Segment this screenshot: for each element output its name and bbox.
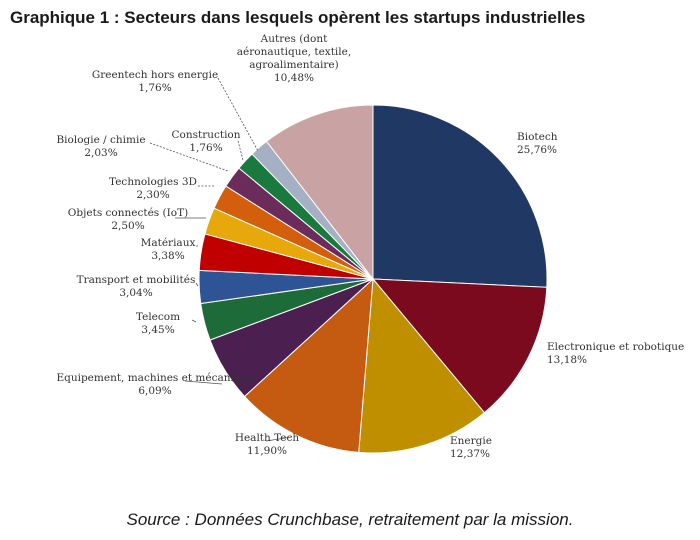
slice-name-label: Biotech (517, 131, 558, 143)
slice-label-10: Technologies 3D 2,30% (109, 176, 197, 201)
leader-line-7 (195, 282, 199, 287)
slice-name-label: Objets connectés (IoT) (68, 207, 188, 219)
pie-slice-4 (243, 277, 374, 453)
slice-name-label: Technologies 3D (109, 176, 197, 188)
slice-label-12: Construction 1,76% (171, 129, 240, 154)
slice-name-label: Biologie / chimie (56, 134, 145, 146)
slice-label-5: Equipement, machines et mécanique 6,09% (56, 372, 253, 397)
slice-value-label: 12,37% (450, 448, 490, 460)
slice-label-14: Autres (dont aéronautique, textile, agroal… (237, 33, 351, 84)
leader-lines (149, 77, 293, 442)
slice-name-label: Autres (dont (260, 33, 328, 45)
slice-name-label: Equipement, machines et mécanique (56, 372, 253, 384)
slice-name-label: Construction (171, 129, 240, 141)
pie-slice-3 (358, 277, 486, 454)
slice-value-label: 3,38% (151, 250, 184, 262)
slice-label-1: Biotech 25,76% (517, 131, 558, 156)
slice-value-label: 13,18% (547, 354, 587, 366)
pie-slice-2 (371, 278, 548, 414)
source-note: Source : Données Crunchbase, retraitemen… (126, 510, 574, 529)
slice-label-13: Greentech hors energie 1,76% (92, 69, 218, 94)
slice-label-3: Energie 12,37% (450, 435, 492, 460)
slice-value-label: 2,30% (136, 189, 169, 201)
slice-label-11: Biologie / chimie 2,03% (56, 134, 145, 159)
slice-value-label: 1,76% (138, 82, 171, 94)
slice-name-label: Transport et mobilités (77, 274, 196, 286)
leader-line-4 (265, 436, 293, 442)
slice-label-6: Telecom 3,45% (136, 311, 180, 336)
pie-slice-1 (372, 104, 548, 288)
slice-name-label: Electronique et robotique (547, 341, 684, 353)
leader-line-6 (191, 319, 197, 323)
slice-labels: Biotech 25,76% Electronique et robotique 13… (56, 33, 684, 460)
slice-value-label: 2,03% (84, 147, 117, 159)
slice-label-2: Electronique et robotique 13,18% (547, 341, 684, 366)
slice-name-label: Telecom (136, 311, 180, 323)
slice-value-label: 25,76% (517, 144, 557, 156)
slice-name-label: Greentech hors energie (92, 69, 218, 81)
chart-title: Graphique 1 : Secteurs dans lesquels opè… (10, 8, 586, 27)
slice-value-label: 1,76% (189, 142, 222, 154)
slice-label-4: Health Tech 11,90% (235, 432, 300, 457)
slice-label-8: Matériaux 3,38% (141, 237, 196, 262)
slice-name-label: aéronautique, textile, (237, 46, 351, 58)
slice-value-label: 11,90% (247, 445, 287, 457)
slice-label-7: Transport et mobilités 3,04% (77, 274, 196, 299)
slice-value-label: 2,50% (111, 220, 144, 232)
slice-name-label: Energie (450, 435, 492, 447)
slice-label-9: Objets connectés (IoT) 2,50% (68, 207, 188, 232)
pie-slice-14 (265, 104, 374, 281)
leader-line-5 (184, 380, 223, 385)
slice-value-label: 10,48% (274, 72, 314, 84)
pie-slices (198, 104, 548, 454)
slice-value-label: 6,09% (138, 385, 171, 397)
slice-name-label: Health Tech (235, 432, 300, 444)
leader-line-12 (237, 140, 244, 161)
slice-name-label: agroalimentaire) (249, 59, 338, 71)
slice-value-label: 3,45% (141, 324, 174, 336)
slice-value-label: 3,04% (119, 287, 152, 299)
slice-name-label: Matériaux (141, 237, 196, 249)
